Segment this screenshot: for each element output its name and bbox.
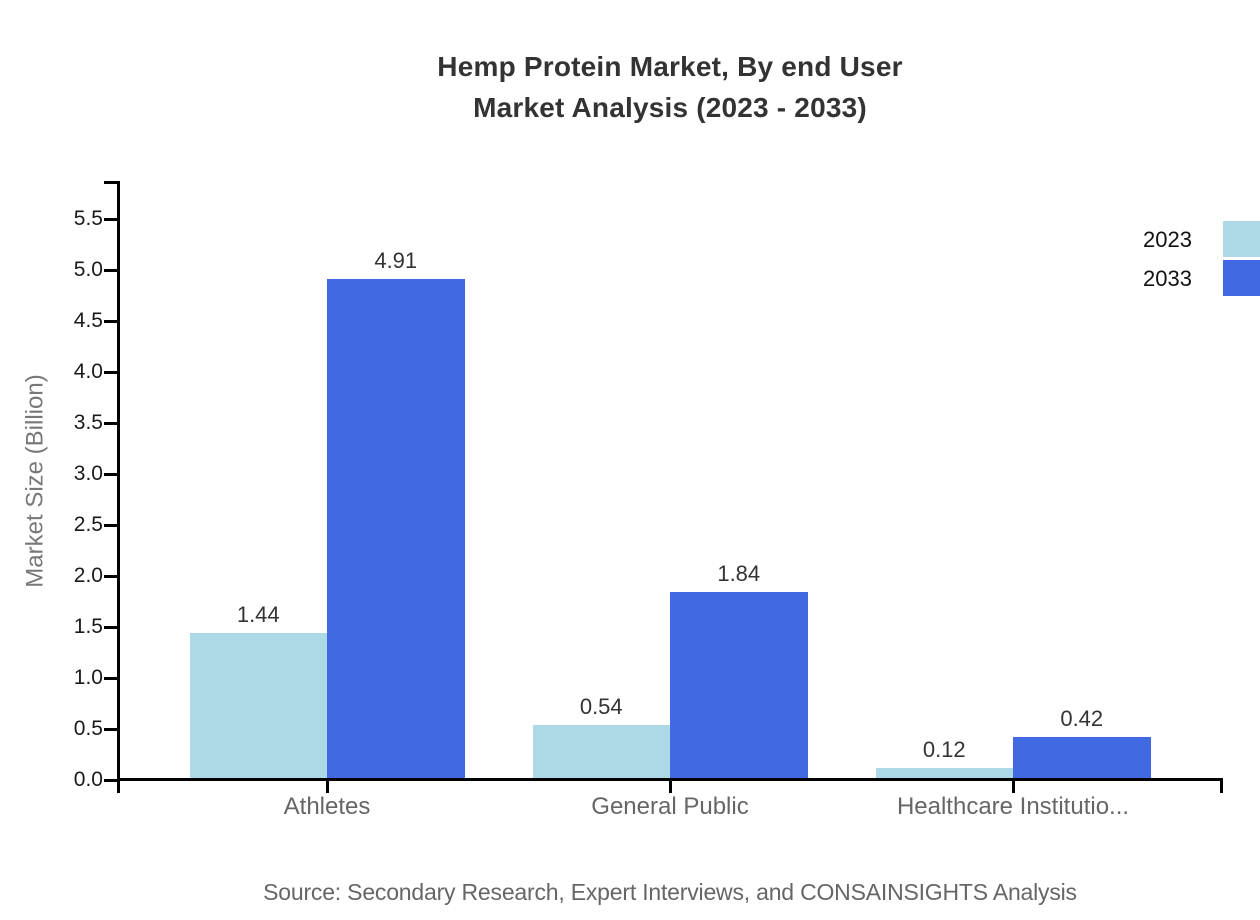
y-tick — [104, 421, 117, 425]
bar-2023-0 — [189, 633, 327, 780]
bar-2033-2 — [1013, 737, 1151, 780]
y-tick — [104, 676, 117, 680]
y-tick-label: 2.5 — [73, 513, 103, 536]
category-label-0: Athletes — [283, 793, 371, 820]
bar-value-label: 4.91 — [374, 248, 418, 274]
category-label-2: Healthcare Institutio... — [896, 793, 1130, 820]
y-tick — [104, 574, 117, 578]
bar-2033-1 — [670, 592, 808, 780]
chart-title-line-2: Market Analysis (2023 - 2033) — [473, 92, 867, 123]
x-tick-1 — [668, 780, 672, 793]
bar-2033-0 — [327, 279, 465, 780]
bar-value-label: 1.44 — [236, 602, 280, 628]
y-tick-label: 4.5 — [73, 309, 103, 332]
bar-2023-2 — [875, 767, 1013, 780]
y-tick-label: 5.0 — [73, 258, 103, 281]
bar-value-label: 0.42 — [1060, 706, 1104, 732]
category-label-1: General Public — [591, 793, 749, 820]
y-tick-label: 4.0 — [73, 360, 103, 383]
bar-value-label: 0.12 — [922, 736, 966, 762]
y-tick — [104, 523, 117, 527]
bar-2023-1 — [532, 724, 670, 780]
bar-value-label: 0.54 — [579, 693, 623, 719]
y-tick-label: 0.0 — [73, 768, 103, 791]
y-tick — [104, 472, 117, 476]
y-tick — [104, 727, 117, 731]
y-tick-label: 0.5 — [73, 717, 103, 740]
y-tick — [104, 217, 117, 221]
y-tick — [104, 268, 117, 272]
y-tick-label: 2.0 — [73, 564, 103, 587]
y-tick — [104, 625, 117, 629]
chart-title-line-1: Hemp Protein Market, By end User — [437, 51, 903, 82]
chart-title: Hemp Protein Market, By end User Market … — [80, 46, 1260, 128]
y-tick — [104, 370, 117, 374]
y-tick-label: 5.5 — [73, 207, 103, 230]
bar-value-label: 1.84 — [717, 561, 761, 587]
x-tick-2 — [1011, 780, 1015, 793]
source-note: Source: Secondary Research, Expert Inter… — [263, 879, 1077, 905]
y-axis-line — [117, 181, 120, 793]
y-tick-label: 1.0 — [73, 666, 103, 689]
y-tick-label: 3.0 — [73, 462, 103, 485]
y-tick — [104, 778, 117, 782]
x-axis-end-tick — [1220, 780, 1223, 793]
x-axis-line — [117, 778, 1223, 781]
y-tick-label: 1.5 — [73, 615, 103, 638]
y-axis-end-tick — [104, 181, 117, 184]
x-tick-0 — [325, 780, 329, 793]
y-tick — [104, 319, 117, 323]
y-tick-label: 3.5 — [73, 411, 103, 434]
